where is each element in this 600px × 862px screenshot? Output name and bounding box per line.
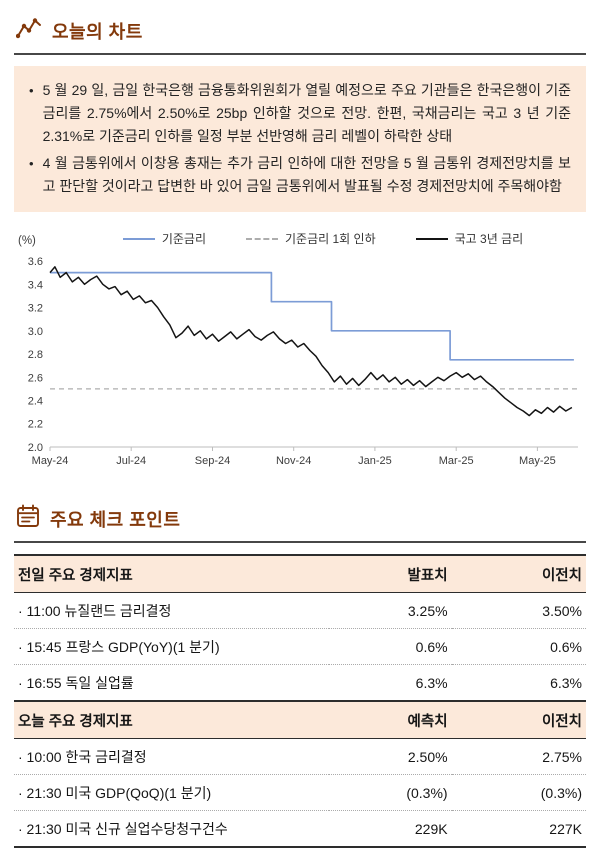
table-row: · 21:30 미국 신규 실업수당청구건수 229K 227K (14, 810, 586, 849)
chart-section-header: 오늘의 차트 (14, 12, 586, 53)
check-section-title: 주요 체크 포인트 (50, 509, 181, 530)
indicator-previous: 3.50% (451, 592, 586, 630)
x-tick-label: May-25 (519, 455, 556, 467)
legend-line-one-cut (246, 237, 278, 240)
table-header-cell: 발표치 (328, 554, 452, 594)
x-tick-label: Mar-25 (439, 455, 474, 467)
economic-indicator-table: 전일 주요 경제지표 발표치 이전치 · 11:00 뉴질랜드 금리결정 3.2… (14, 554, 586, 849)
legend-item-ktb3y: 국고 3년 금리 (415, 230, 524, 247)
x-tick-label: Nov-24 (276, 455, 311, 467)
table-header-cell: 예측치 (328, 700, 452, 740)
legend-label-ktb3y: 국고 3년 금리 (454, 232, 524, 247)
section-divider (14, 541, 586, 544)
table-header-cell: 전일 주요 경제지표 (14, 554, 329, 594)
y-tick-label: 2.4 (28, 396, 43, 408)
legend-label-base-rate: 기준금리 (161, 232, 206, 247)
summary-bullet-text: 4 월 금통위에서 이창용 총재는 추가 금리 인하에 대한 전망을 5 월 금… (42, 155, 571, 195)
legend-item-one-cut: 기준금리 1회 인하 (246, 230, 376, 247)
y-tick-label: 2.6 (28, 372, 43, 384)
check-section-header: 주요 체크 포인트 (14, 500, 586, 541)
y-tick-label: 3.2 (28, 303, 43, 315)
y-tick-label: 2.8 (28, 349, 43, 361)
summary-bullet: • 4 월 금통위에서 이창용 총재는 추가 금리 인하에 대한 전망을 5 월… (29, 152, 571, 198)
table-header-cell: 오늘 주요 경제지표 (14, 700, 329, 740)
y-tick-label: 3.4 (28, 279, 43, 291)
calendar-icon (16, 504, 40, 533)
indicator-forecast: 229K (328, 810, 452, 849)
indicator-label: · 10:00 한국 금리결정 (14, 738, 329, 776)
chart-legend: 기준금리 기준금리 1회 인하 국고 3년 금리 (14, 227, 586, 251)
x-tick-label: May-24 (32, 455, 69, 467)
base-rate-step-line (50, 271, 574, 361)
indicator-actual: 0.6% (328, 628, 452, 666)
table-header-yesterday: 전일 주요 경제지표 발표치 이전치 (14, 554, 586, 594)
x-tick-label: Jan-25 (358, 455, 392, 467)
summary-bullet-text: 5 월 29 일, 금일 한국은행 금융통화위원회가 열릴 예정으로 주요 기관… (42, 82, 571, 144)
x-tick-label: Jul-24 (116, 455, 146, 467)
y-tick-label: 3.6 (28, 256, 43, 268)
y-tick-label: 3.0 (28, 326, 43, 338)
indicator-label: · 21:30 미국 GDP(QoQ)(1 분기) (14, 774, 329, 812)
indicator-previous: 0.6% (451, 628, 586, 666)
sparkline-chart-icon (15, 16, 42, 45)
section-divider (14, 53, 586, 55)
table-row: · 11:00 뉴질랜드 금리결정 3.25% 3.50% (14, 592, 586, 630)
table-row: · 16:55 독일 실업률 6.3% 6.3% (14, 664, 586, 702)
table-header-today: 오늘 주요 경제지표 예측치 이전치 (14, 700, 586, 740)
indicator-previous: 6.3% (451, 664, 586, 702)
table-row: · 10:00 한국 금리결정 2.50% 2.75% (14, 738, 586, 776)
rate-chart: (%) 기준금리 기준금리 1회 인하 국고 3년 금리 3.6 3.4 3.2 3.… (14, 225, 586, 484)
legend-line-base-rate (122, 237, 155, 240)
indicator-forecast: (0.3%) (328, 774, 452, 812)
summary-bullet: • 5 월 29 일, 금일 한국은행 금융통화위원회가 열릴 예정으로 주요 … (29, 79, 571, 147)
table-header-cell: 이전치 (451, 554, 586, 594)
indicator-label: · 21:30 미국 신규 실업수당청구건수 (14, 810, 329, 849)
table-row: · 21:30 미국 GDP(QoQ)(1 분기) (0.3%) (0.3%) (14, 774, 586, 812)
indicator-label: · 16:55 독일 실업률 (14, 664, 329, 702)
summary-panel: • 5 월 29 일, 금일 한국은행 금융통화위원회가 열릴 예정으로 주요 … (14, 66, 586, 213)
y-axis-unit-label: (%) (18, 235, 36, 248)
table-row: · 15:45 프랑스 GDP(YoY)(1 분기) 0.6% 0.6% (14, 628, 586, 666)
y-tick-label: 2.0 (28, 442, 43, 454)
bullet-marker: • (29, 83, 34, 98)
legend-line-ktb3y (415, 237, 448, 240)
legend-item-base-rate: 기준금리 (122, 230, 206, 247)
indicator-previous: (0.3%) (451, 774, 586, 812)
indicator-previous: 2.75% (451, 738, 586, 776)
indicator-previous: 227K (451, 810, 586, 849)
indicator-actual: 3.25% (328, 592, 452, 630)
y-tick-label: 2.2 (28, 419, 43, 431)
ktb3y-yield-line (49, 266, 573, 417)
chart-section-title: 오늘의 차트 (52, 21, 143, 42)
indicator-forecast: 2.50% (328, 738, 452, 776)
x-tick-label: Sep-24 (195, 455, 230, 467)
table-header-cell: 이전치 (451, 700, 586, 740)
indicator-label: · 15:45 프랑스 GDP(YoY)(1 분기) (14, 628, 329, 666)
legend-label-one-cut: 기준금리 1회 인하 (285, 232, 376, 247)
indicator-label: · 11:00 뉴질랜드 금리결정 (14, 592, 329, 630)
bullet-marker: • (29, 156, 34, 172)
indicator-actual: 6.3% (328, 664, 452, 702)
